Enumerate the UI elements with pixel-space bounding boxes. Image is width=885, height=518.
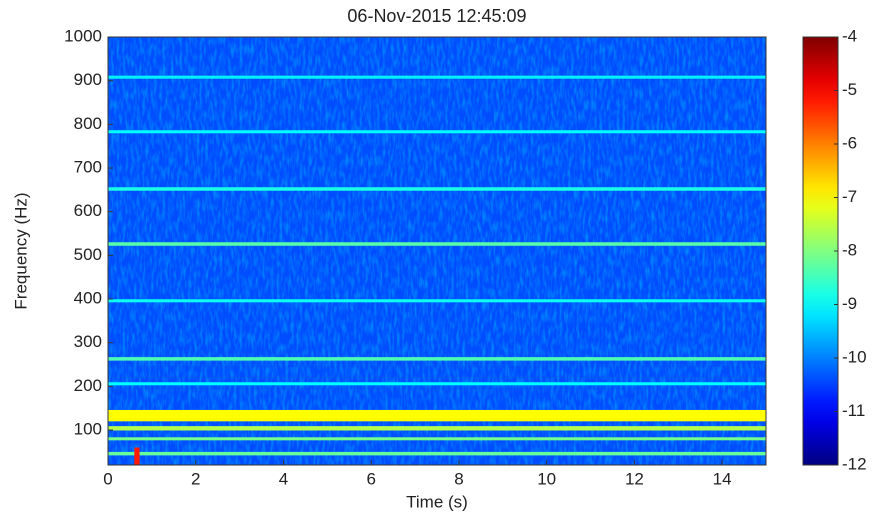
x-tick-label: 2 [191,469,200,488]
x-tick-label: 6 [366,469,375,488]
x-tick-label: 0 [103,469,112,488]
colorbar-tick-label: -5 [842,80,857,99]
band [108,75,766,79]
band [108,409,766,422]
band [108,357,766,361]
y-tick-label: 400 [74,289,102,308]
band [108,426,766,431]
y-tick-label: 100 [74,420,102,439]
transient [134,447,140,465]
colorbar-tick-label: -9 [842,294,857,313]
colorbar-tick-label: -10 [842,347,867,366]
y-tick-label: 900 [74,70,102,89]
x-tick-label: 12 [625,469,644,488]
y-tick-label: 600 [74,201,102,220]
x-axis-label: Time (s) [406,492,468,511]
colorbar-tick-label: -7 [842,187,857,206]
texture [108,37,766,465]
x-tick-label: 8 [454,469,463,488]
colorbar-tick-label: -6 [842,133,857,152]
y-tick-label: 500 [74,245,102,264]
y-tick-label: 700 [74,158,102,177]
band [108,242,766,246]
y-tick-label: 800 [74,114,102,133]
colorbar-tick-label: -11 [842,401,865,420]
plot-frame [107,36,767,466]
x-tick-label: 4 [279,469,288,488]
x-tick-label: 10 [537,469,556,488]
colorbar-tick-label: -8 [842,240,857,259]
band [108,187,766,191]
y-axis-label: Frequency (Hz) [11,192,30,309]
x-tick-label: 14 [713,469,732,488]
plot-area [108,37,766,465]
band [108,382,766,386]
colorbar-tick-label: -4 [842,26,857,45]
colorbar-tick-label: -12 [842,454,867,473]
band [108,437,766,441]
y-tick-label: 1000 [64,26,102,45]
y-tick-label: 300 [74,332,102,351]
colorbar [802,36,839,466]
chart-title: 06-Nov-2015 12:45:09 [347,6,526,26]
band [108,299,766,303]
y-tick-label: 200 [74,376,102,395]
band [108,451,766,456]
band [108,130,766,134]
